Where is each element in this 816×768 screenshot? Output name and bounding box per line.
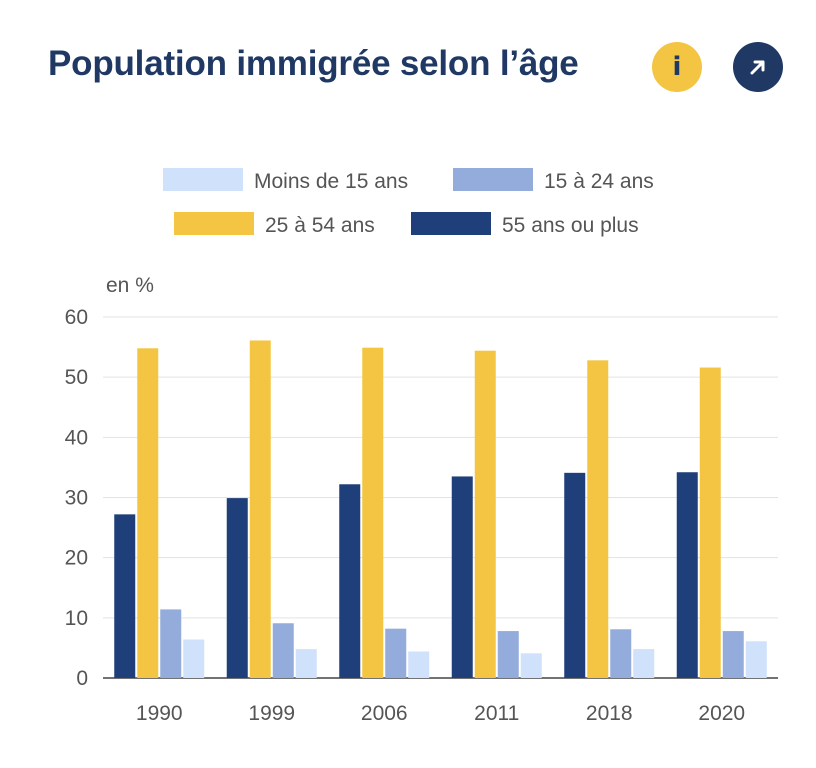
bar-2006-moins-de-15-ans[interactable]	[408, 651, 430, 678]
x-tick-label: 2011	[474, 702, 519, 725]
bar-2018-moins-de-15-ans[interactable]	[633, 649, 655, 678]
bar-1990-25-54-ans[interactable]	[137, 348, 159, 678]
bar-2011-15-24-ans[interactable]	[497, 631, 519, 678]
bar-2020-55-ans-ou-plus[interactable]	[676, 472, 698, 678]
legend: Moins de 15 ans 15 à 24 ans 25 à 54 ans …	[163, 168, 654, 237]
info-icon: i	[672, 52, 682, 82]
info-button[interactable]: i	[652, 42, 702, 92]
bar-2006-55-ans-ou-plus[interactable]	[339, 484, 361, 678]
y-tick-label: 60	[65, 306, 88, 329]
y-tick-labels: 0 10 20 30 40 50 60	[65, 306, 88, 690]
x-tick-labels: 1990 1999 2006 2011 2018 2020	[136, 702, 745, 725]
arrow-up-right-icon	[750, 60, 765, 75]
bar-2020-moins-de-15-ans[interactable]	[745, 641, 767, 678]
bar-1999-25-54-ans[interactable]	[249, 340, 271, 678]
x-tick-label: 2006	[361, 702, 408, 725]
bar-1990-15-24-ans[interactable]	[160, 609, 182, 678]
bar-2020-25-54-ans[interactable]	[699, 367, 721, 678]
legend-swatch-25-54	[174, 212, 254, 235]
gridlines	[103, 316, 778, 679]
x-tick-label: 2020	[698, 702, 745, 725]
bar-2011-25-54-ans[interactable]	[474, 350, 496, 678]
bar-1990-55-ans-ou-plus[interactable]	[114, 514, 136, 678]
y-tick-label: 40	[65, 426, 88, 449]
y-tick-label: 20	[65, 547, 88, 570]
x-tick-label: 2018	[586, 702, 633, 725]
legend-swatch-15-24	[453, 168, 533, 191]
legend-swatch-55-plus	[411, 212, 491, 235]
bar-2006-25-54-ans[interactable]	[362, 347, 384, 678]
bar-2011-55-ans-ou-plus[interactable]	[451, 476, 473, 678]
x-tick-label: 1999	[248, 702, 295, 725]
y-tick-label: 30	[65, 487, 88, 510]
y-tick-label: 10	[65, 607, 88, 630]
y-axis-label: en %	[106, 274, 154, 297]
open-chart-button[interactable]	[733, 42, 783, 92]
page-title: Population immigrée selon l’âge	[48, 44, 579, 83]
bar-2020-15-24-ans[interactable]	[722, 631, 744, 678]
legend-swatch-under-15	[163, 168, 243, 191]
x-tick-label: 1990	[136, 702, 183, 725]
legend-label-15-24: 15 à 24 ans	[544, 170, 654, 193]
bar-2018-55-ans-ou-plus[interactable]	[564, 472, 586, 678]
bar-1999-moins-de-15-ans[interactable]	[295, 649, 317, 678]
legend-label-25-54: 25 à 54 ans	[265, 214, 375, 237]
bar-2011-moins-de-15-ans[interactable]	[520, 653, 542, 678]
bar-2006-15-24-ans[interactable]	[385, 628, 407, 678]
bar-2018-15-24-ans[interactable]	[610, 629, 632, 678]
bar-2018-25-54-ans[interactable]	[587, 360, 609, 678]
legend-label-under-15: Moins de 15 ans	[254, 170, 408, 193]
bar-1999-15-24-ans[interactable]	[272, 623, 294, 678]
bars	[114, 340, 767, 678]
bar-1999-55-ans-ou-plus[interactable]	[226, 498, 248, 678]
y-tick-label: 50	[65, 366, 88, 389]
legend-label-55-plus: 55 ans ou plus	[502, 214, 639, 237]
y-tick-label: 0	[76, 667, 88, 690]
bar-1990-moins-de-15-ans[interactable]	[183, 639, 205, 678]
